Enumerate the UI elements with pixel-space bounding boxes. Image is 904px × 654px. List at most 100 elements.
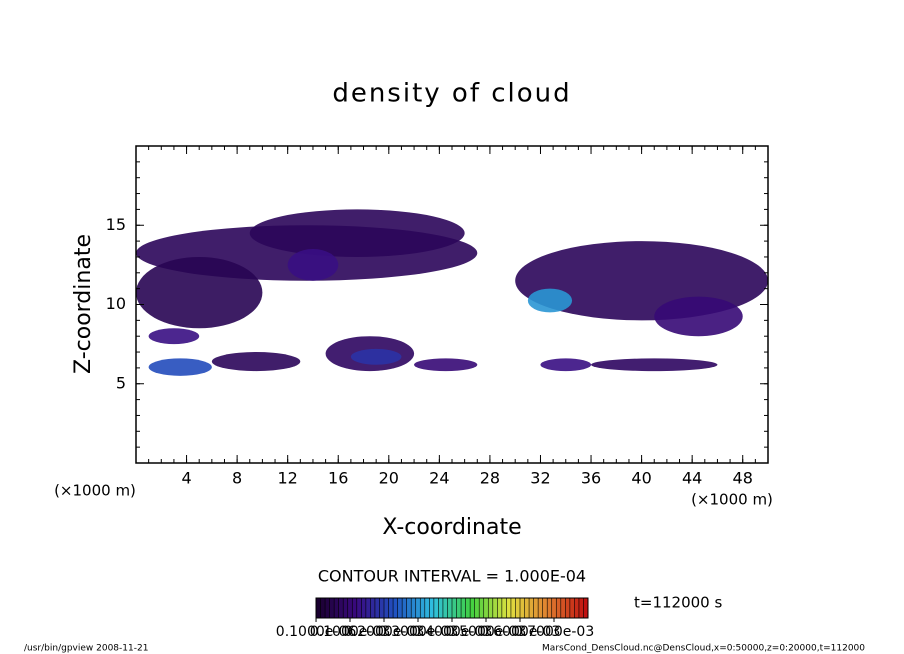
colorbar-tick-label: 0.7000e-03: [514, 624, 594, 640]
cloud-region: [591, 358, 718, 372]
colorbar-swatch: [569, 598, 575, 618]
y-unit: (×1000 m): [54, 482, 136, 500]
x-tick-label: 8: [232, 469, 242, 488]
colorbar-swatch: [402, 598, 408, 618]
colorbar-swatch: [365, 598, 371, 618]
x-tick-label: 28: [480, 469, 500, 488]
footer-left: /usr/bin/gpview 2008-11-21: [24, 644, 148, 654]
colorbar-swatch: [320, 598, 326, 618]
x-tick-label: 36: [581, 469, 601, 488]
x-tick-label: 48: [733, 469, 753, 488]
colorbar-tick-label: 0.6000e-03: [480, 624, 560, 640]
colorbar-swatch: [447, 598, 453, 618]
colorbar-swatch: [356, 598, 362, 618]
colorbar-swatch: [578, 598, 584, 618]
cloud-region: [136, 256, 263, 329]
colorbar-swatch: [456, 598, 462, 618]
colorbar-swatch: [438, 598, 444, 618]
cloud-region: [540, 358, 592, 372]
x-tick-label: 20: [379, 469, 399, 488]
colorbar-swatch: [388, 598, 394, 618]
colorbar-swatch: [442, 598, 448, 618]
cloud-region: [211, 352, 301, 372]
colorbar-swatch: [420, 598, 426, 618]
colorbar-swatch: [352, 598, 358, 618]
x-tick-label: 24: [429, 469, 449, 488]
colorbar-swatch: [461, 598, 467, 618]
colorbar-swatch: [415, 598, 421, 618]
colorbar-swatch: [547, 598, 553, 618]
colorbar-swatch: [379, 598, 385, 618]
colorbar-swatch: [397, 598, 403, 618]
x-tick-label: 32: [530, 469, 550, 488]
chart-title: density of cloud: [332, 79, 571, 109]
colorbar-swatch: [433, 598, 439, 618]
colorbar-swatch: [492, 598, 498, 618]
colorbar-swatch: [452, 598, 458, 618]
colorbar-swatch: [334, 598, 340, 618]
y-tick-label: 5: [116, 373, 126, 392]
x-tick-label: 4: [181, 469, 191, 488]
colorbar-swatch: [479, 598, 485, 618]
colorbar-tick-label: 0.2000e-03: [344, 624, 424, 640]
colorbar-swatch: [329, 598, 335, 618]
cloud-region: [249, 209, 465, 257]
time-label: t=112000 s: [634, 594, 722, 612]
y-axis-label: Z-coordinate: [71, 234, 96, 374]
colorbar-swatch: [556, 598, 562, 618]
colorbar-swatch: [510, 598, 516, 618]
cloud-region: [654, 296, 743, 337]
colorbar-swatch: [343, 598, 349, 618]
contour-interval: CONTOUR INTERVAL = 1.000E-04: [318, 567, 586, 586]
colorbar-swatch: [483, 598, 489, 618]
colorbar-swatch: [316, 598, 322, 618]
x-tick-label: 44: [682, 469, 702, 488]
colorbar-swatch: [470, 598, 476, 618]
colorbar-swatch: [565, 598, 571, 618]
colorbar-swatch: [325, 598, 331, 618]
colorbar-swatch: [374, 598, 380, 618]
colorbar-swatch: [574, 598, 580, 618]
colorbar-swatch: [560, 598, 566, 618]
colorbar-tick-label: 0.5000e-03: [446, 624, 526, 640]
colorbar-swatch: [551, 598, 557, 618]
colorbar-swatch: [542, 598, 548, 618]
cloud-region: [350, 348, 402, 365]
colorbar-swatch: [406, 598, 412, 618]
colorbar-swatch: [474, 598, 480, 618]
colorbar-tick-label: 0.1000e-06: [276, 624, 357, 640]
colorbar-swatch: [370, 598, 376, 618]
colorbar-swatch: [520, 598, 526, 618]
x-tick-label: 40: [631, 469, 651, 488]
colorbar-swatch: [411, 598, 417, 618]
colorbar-swatch: [465, 598, 471, 618]
colorbar-swatch: [347, 598, 353, 618]
cloud-region: [414, 358, 478, 372]
colorbar-swatch: [515, 598, 521, 618]
colorbar-swatch: [506, 598, 512, 618]
footer-right: MarsCond_DensCloud.nc@DensCloud,x=0:5000…: [542, 644, 865, 654]
colorbar-swatch: [583, 598, 589, 618]
colorbar-swatch: [384, 598, 390, 618]
colorbar-swatch: [488, 598, 494, 618]
colorbar-swatch: [533, 598, 539, 618]
y-tick-label: 15: [106, 215, 126, 234]
colorbar-swatch: [538, 598, 544, 618]
colorbar-swatch: [424, 598, 430, 618]
colorbar-swatch: [529, 598, 535, 618]
colorbar-tick-label: 0.3000e-03: [378, 624, 458, 640]
x-tick-label: 12: [278, 469, 298, 488]
cloud-region: [148, 358, 212, 376]
colorbar-swatch: [497, 598, 503, 618]
colorbar-tick-label: 0.1000e-03: [310, 624, 390, 640]
x-tick-label: 16: [328, 469, 348, 488]
x-unit: (×1000 m): [691, 491, 773, 509]
colorbar-swatch: [524, 598, 530, 618]
cloud-region: [287, 249, 339, 281]
colorbar-swatch: [338, 598, 344, 618]
colorbar-tick-label: 0.4000e-03: [412, 624, 492, 640]
y-tick-label: 10: [106, 294, 126, 313]
colorbar-swatch: [393, 598, 399, 618]
